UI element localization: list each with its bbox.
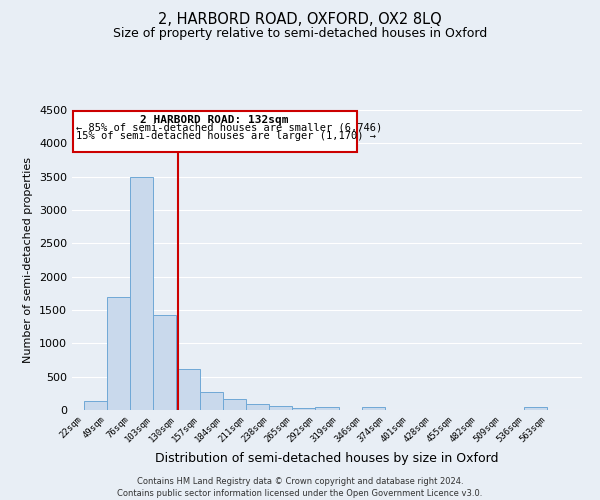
Bar [199, 392, 223, 410]
Bar [362, 408, 385, 410]
Text: Contains public sector information licensed under the Open Government Licence v3: Contains public sector information licen… [118, 489, 482, 498]
Bar [223, 399, 246, 410]
Bar [292, 408, 316, 410]
Text: ← 85% of semi-detached houses are smaller (6,746): ← 85% of semi-detached houses are smalle… [76, 122, 383, 132]
Bar [246, 404, 269, 410]
Bar [269, 406, 292, 410]
Text: 2, HARBORD ROAD, OXFORD, OX2 8LQ: 2, HARBORD ROAD, OXFORD, OX2 8LQ [158, 12, 442, 28]
Text: 2 HARBORD ROAD: 132sqm: 2 HARBORD ROAD: 132sqm [140, 116, 289, 126]
Text: 15% of semi-detached houses are larger (1,170) →: 15% of semi-detached houses are larger (… [76, 131, 376, 141]
Bar [83, 400, 107, 410]
Bar [524, 408, 547, 410]
Y-axis label: Number of semi-detached properties: Number of semi-detached properties [23, 157, 34, 363]
Bar [107, 296, 130, 410]
Text: Size of property relative to semi-detached houses in Oxford: Size of property relative to semi-detach… [113, 28, 487, 40]
Bar [316, 406, 338, 410]
X-axis label: Distribution of semi-detached houses by size in Oxford: Distribution of semi-detached houses by … [155, 452, 499, 466]
Text: Contains HM Land Registry data © Crown copyright and database right 2024.: Contains HM Land Registry data © Crown c… [137, 478, 463, 486]
Bar [153, 314, 176, 410]
Bar [176, 368, 199, 410]
Bar [130, 176, 153, 410]
FancyBboxPatch shape [73, 112, 356, 152]
